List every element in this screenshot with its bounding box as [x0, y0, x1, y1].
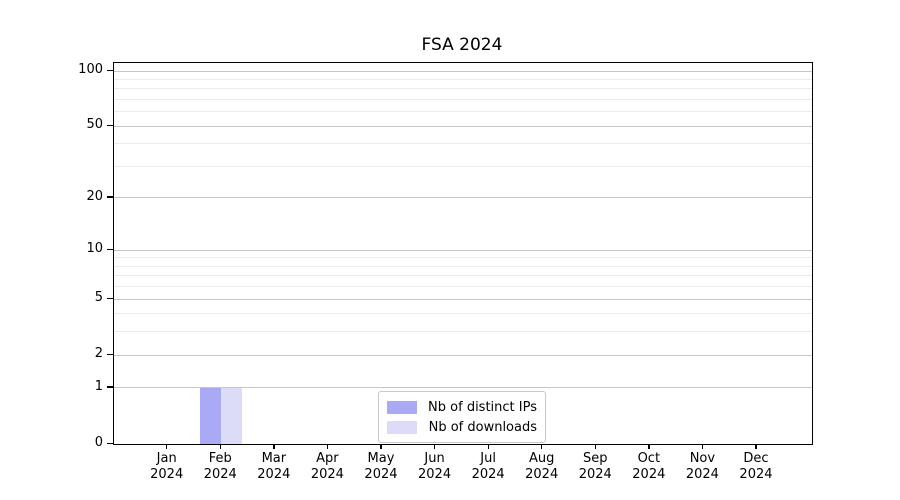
x-tick-label: May 2024: [353, 451, 409, 482]
y-tick-label: 100: [78, 62, 103, 77]
x-tick-mark: [755, 444, 757, 450]
y-gridline-minor: [114, 257, 812, 259]
legend-entry-distinct-ips: Nb of distinct IPs: [387, 397, 537, 417]
x-tick-year: 2024: [364, 466, 398, 482]
x-tick-year: 2024: [632, 466, 666, 482]
x-tick-label: Dec 2024: [728, 451, 784, 482]
legend-swatch-distinct-ips: [387, 400, 417, 414]
y-gridline-major: [114, 197, 812, 199]
y-gridline-minor: [114, 286, 812, 288]
x-tick-month: Jan: [156, 451, 177, 466]
x-tick-label: Jan 2024: [139, 451, 195, 482]
x-tick-month: Feb: [208, 451, 232, 466]
x-tick-month: Sep: [582, 451, 608, 466]
x-tick-label: Sep 2024: [567, 451, 623, 482]
x-tick-label: Oct 2024: [621, 451, 677, 482]
y-gridline-minor: [114, 88, 812, 90]
x-tick-mark: [487, 444, 489, 450]
x-tick-month: Dec: [743, 451, 769, 466]
y-gridline-major: [114, 70, 812, 72]
y-tick-label: 2: [94, 346, 103, 362]
bar-nb-of-distinct-ips: [200, 387, 222, 444]
y-gridline-minor: [114, 143, 812, 145]
bar-nb-of-downloads: [221, 387, 243, 444]
y-gridline-minor: [114, 331, 812, 333]
y-gridline-major: [114, 387, 812, 389]
x-tick-month: Jul: [480, 451, 496, 466]
legend-label-downloads: Nb of downloads: [428, 419, 537, 435]
y-tick-mark: [107, 386, 113, 388]
x-tick-mark: [273, 444, 275, 450]
x-tick-label: Aug 2024: [514, 451, 570, 482]
x-tick-year: 2024: [418, 466, 452, 482]
y-gridline-major: [114, 298, 812, 300]
y-gridline-minor: [114, 165, 812, 167]
plot-area: Nb of distinct IPs Nb of downloads: [113, 62, 813, 445]
legend: Nb of distinct IPs Nb of downloads: [378, 391, 546, 443]
y-tick-mark: [107, 442, 113, 444]
x-tick-year: 2024: [525, 466, 559, 482]
y-tick-label: 50: [86, 117, 103, 133]
x-tick-mark: [219, 444, 222, 450]
x-tick-year: 2024: [203, 466, 237, 482]
x-tick-mark: [166, 444, 168, 450]
x-tick-mark: [594, 444, 597, 450]
x-tick-year: 2024: [739, 466, 773, 482]
x-tick-label: Jun 2024: [407, 451, 463, 482]
y-tick-mark: [107, 248, 113, 250]
x-tick-label: Feb 2024: [192, 451, 248, 482]
y-tick-mark: [107, 297, 113, 299]
y-tick-mark: [107, 124, 113, 127]
x-tick-label: Jul 2024: [460, 451, 516, 482]
x-tick-year: 2024: [578, 466, 612, 482]
y-tick-label: 5: [94, 290, 103, 306]
x-tick-month: Nov: [689, 451, 716, 466]
x-tick-label: Mar 2024: [246, 451, 302, 482]
x-tick-year: 2024: [685, 466, 719, 482]
y-tick-mark: [107, 353, 113, 355]
y-tick-mark: [107, 196, 113, 198]
x-tick-mark: [541, 444, 543, 450]
x-tick-year: 2024: [257, 466, 291, 482]
x-tick-month: Oct: [637, 451, 661, 466]
y-gridline-minor: [114, 265, 812, 267]
y-gridline-minor: [114, 275, 812, 277]
y-gridline-minor: [114, 78, 812, 80]
y-tick-label: 0: [94, 435, 103, 450]
x-tick-mark: [701, 444, 704, 450]
y-gridline-major: [114, 354, 812, 356]
x-tick-mark: [326, 444, 329, 450]
x-tick-month: May: [367, 451, 395, 466]
legend-label-distinct-ips: Nb of distinct IPs: [428, 399, 537, 415]
y-tick-mark: [107, 69, 113, 71]
y-gridline-major: [114, 125, 812, 127]
x-tick-year: 2024: [150, 466, 184, 482]
y-tick-label: 10: [86, 241, 103, 257]
x-tick-label: Apr 2024: [299, 451, 355, 482]
y-gridline-major: [114, 249, 812, 251]
y-gridline-minor: [114, 98, 812, 100]
x-tick-year: 2024: [310, 466, 344, 482]
x-tick-month: Apr: [316, 451, 339, 466]
y-gridline-minor: [114, 313, 812, 315]
y-tick-label: 1: [94, 378, 103, 394]
x-tick-month: Mar: [261, 451, 287, 466]
x-tick-mark: [648, 444, 650, 450]
chart-title: FSA 2024: [421, 35, 503, 55]
legend-swatch-downloads: [387, 420, 417, 434]
x-tick-month: Aug: [528, 451, 555, 466]
y-gridline-minor: [114, 111, 812, 113]
y-tick-label: 20: [86, 188, 103, 204]
x-tick-mark: [434, 444, 436, 450]
x-tick-month: Jun: [424, 451, 445, 466]
x-tick-label: Nov 2024: [674, 451, 730, 482]
x-tick-mark: [380, 444, 382, 450]
x-tick-year: 2024: [471, 466, 505, 482]
legend-entry-downloads: Nb of downloads: [387, 417, 537, 437]
